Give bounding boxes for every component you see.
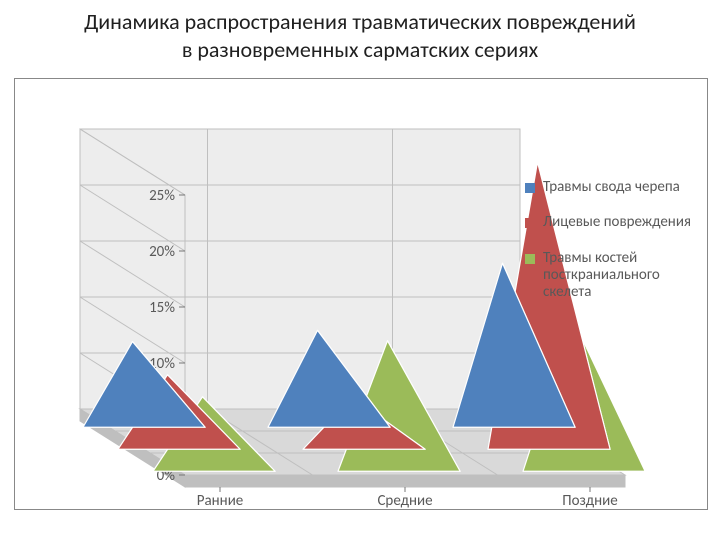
svg-text:20%: 20% bbox=[149, 243, 175, 261]
legend-swatch bbox=[525, 218, 535, 228]
legend-item: Лицевые повреждения bbox=[525, 214, 699, 231]
svg-text:Ранние: Ранние bbox=[197, 492, 244, 509]
legend-label: Лицевые повреждения bbox=[543, 214, 691, 231]
svg-text:Поздние: Поздние bbox=[562, 492, 617, 509]
legend-swatch bbox=[525, 254, 535, 264]
legend-item: Травмы костей посткраниального скелета bbox=[525, 250, 699, 302]
title-line-1: Динамика распространения травматических … bbox=[84, 8, 636, 35]
svg-text:15%: 15% bbox=[149, 299, 175, 317]
svg-text:25%: 25% bbox=[149, 187, 175, 205]
chart-container: 0%5%10%15%20%25% РанниесарматыСредниесар… bbox=[14, 78, 708, 510]
legend-label: Травмы костей посткраниального скелета bbox=[543, 250, 699, 302]
page-title: Динамика распространения травматических … bbox=[0, 0, 720, 67]
legend-swatch bbox=[525, 183, 535, 193]
title-line-2: в разновременных сарматских сериях bbox=[182, 36, 538, 63]
legend: Травмы свода черепа Лицевые повреждения Тр… bbox=[525, 179, 699, 319]
legend-label: Травмы свода черепа bbox=[543, 179, 680, 196]
svg-text:Средние: Средние bbox=[377, 492, 432, 509]
legend-item: Травмы свода черепа bbox=[525, 179, 699, 196]
